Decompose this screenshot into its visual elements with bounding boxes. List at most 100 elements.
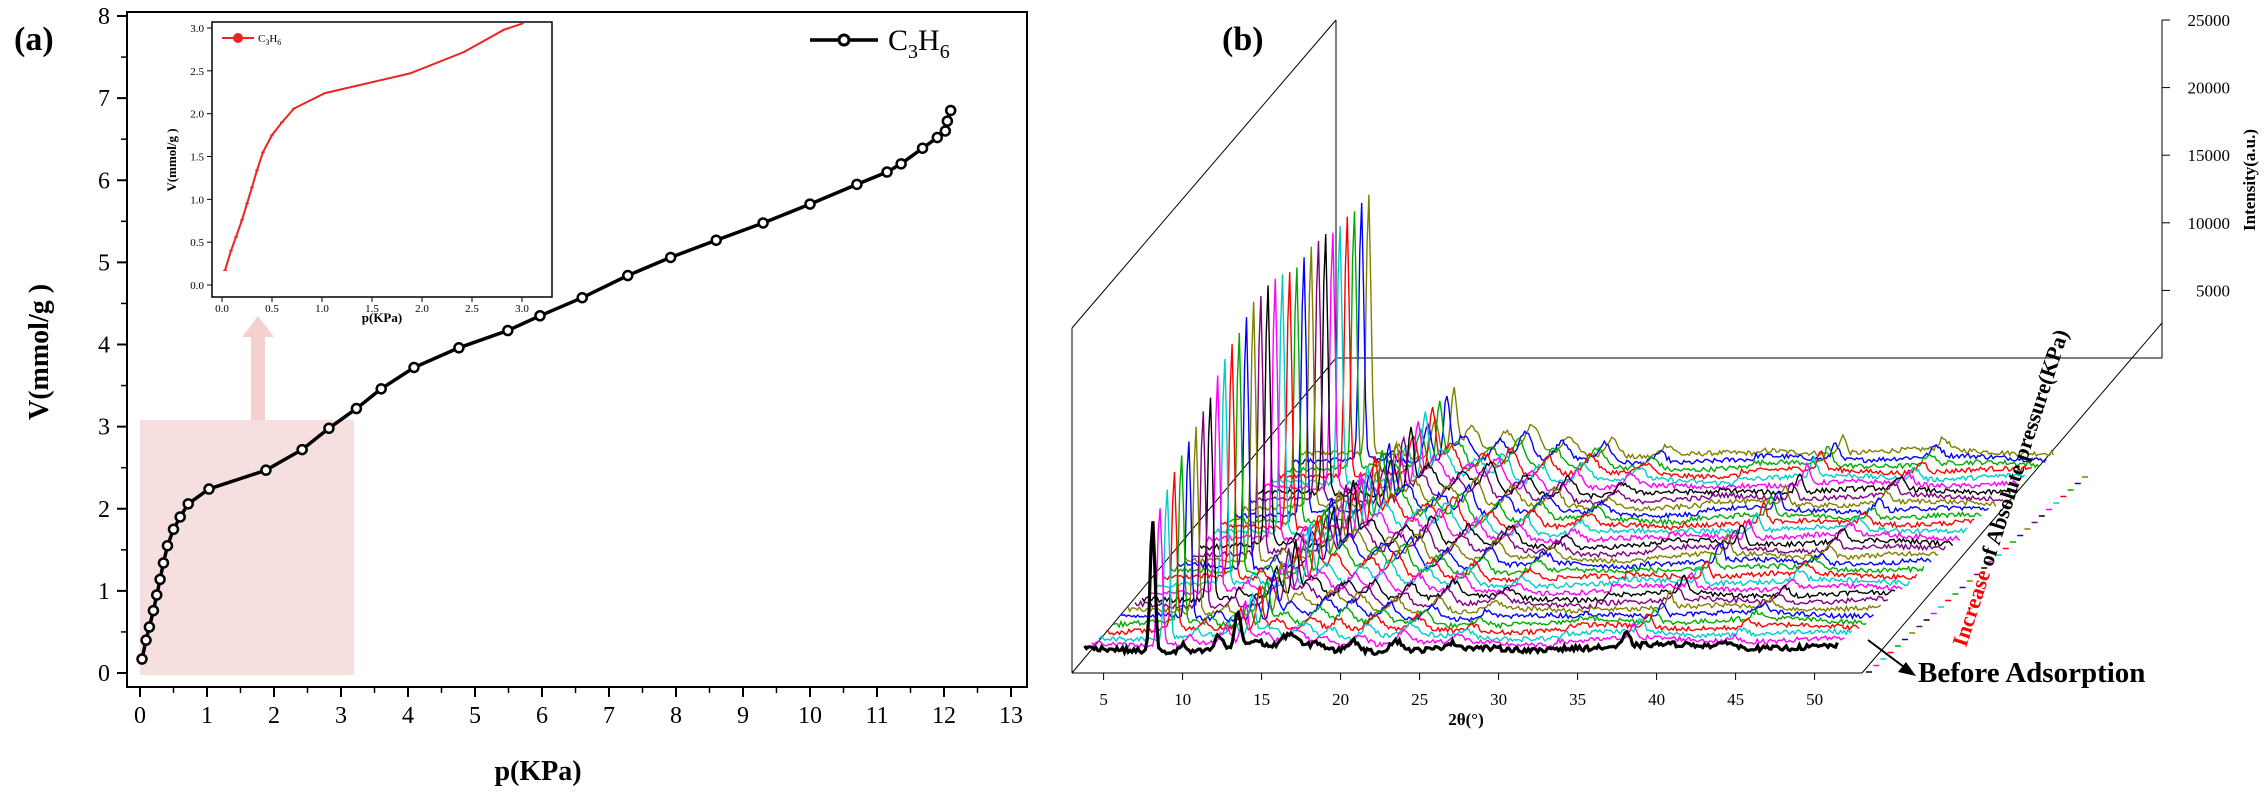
main-data-point <box>851 178 863 191</box>
two-theta-tick-label: 15 <box>1253 690 1270 709</box>
intensity-tick-label: 15000 <box>2188 146 2231 165</box>
intensity-axis-label: Intensity(a.u.) <box>2240 129 2259 231</box>
inset-y-ticks: 0.0 0.5 1.0 1.5 2.0 2.5 3.0 <box>190 23 212 292</box>
main-x-tick-label: 3 <box>335 703 347 729</box>
main-data-point <box>147 604 160 617</box>
main-legend-label: C3H6 <box>888 24 950 63</box>
xrd-trace <box>1271 226 2026 487</box>
xrd-trace <box>1120 441 1874 623</box>
main-y-tick-label: 3 <box>98 415 110 441</box>
main-x-tick-label: 10 <box>798 703 822 729</box>
main-data-point <box>157 557 170 569</box>
main-x-tick-label: 2 <box>268 703 280 729</box>
main-data-point <box>408 361 420 374</box>
main-data-point <box>350 402 363 415</box>
main-data-point <box>941 115 954 127</box>
main-x-tick-label: 7 <box>603 703 615 729</box>
depth-axis-ticks <box>1866 476 2088 673</box>
xrd-traces <box>1083 194 2055 657</box>
main-x-ticks: 0 1 2 3 4 5 6 7 8 9 10 11 12 13 <box>134 687 1023 729</box>
inset-series-points <box>223 23 524 271</box>
xrd-trace <box>1192 296 1947 559</box>
main-data-point <box>375 383 387 395</box>
inset-plot-frame <box>211 21 553 298</box>
inset-y-axis-label: V(mmol/g ) <box>164 128 179 191</box>
inset-x-tick-label: 2.0 <box>415 303 429 315</box>
main-plot-frame <box>126 11 1028 688</box>
main-x-tick-label: 1 <box>201 703 213 729</box>
main-data-point <box>260 464 272 476</box>
two-theta-tick-label: 50 <box>1806 690 1823 709</box>
main-data-point <box>154 573 166 586</box>
main-x-axis-label: p(KPa) <box>494 756 581 787</box>
xrd-trace <box>1134 411 1889 610</box>
main-y-tick-label: 8 <box>98 4 110 30</box>
depth-axis-label-rest: of Absolute pressure(KPa) <box>1971 326 2073 574</box>
annotation-arrow-head <box>1898 662 1916 676</box>
main-y-tick-label: 0 <box>98 661 110 687</box>
two-theta-tick-label: 40 <box>1648 690 1665 709</box>
main-data-point <box>136 653 148 665</box>
main-legend: C3H6 <box>810 24 950 63</box>
depth-axis-label: Increase of Absolute pressure(KPa) <box>1947 326 2073 649</box>
main-data-point <box>453 342 465 354</box>
main-x-tick-label: 8 <box>670 703 682 729</box>
xrd-trace <box>1148 375 1903 597</box>
inset-plot: 0.0 0.5 1.0 1.5 2.0 2.5 3.0 0.0 0.5 1.0 1.5 2.0 2.5… <box>164 21 553 325</box>
inset-x-tick-label: 0.5 <box>265 303 279 315</box>
intensity-tick-label: 10000 <box>2188 214 2231 233</box>
two-theta-tick-label: 35 <box>1569 690 1586 709</box>
inset-x-tick-label: 1.0 <box>315 303 329 315</box>
main-y-tick-label: 5 <box>98 250 110 276</box>
inset-y-tick-label: 1.0 <box>190 194 204 206</box>
main-series-points <box>136 104 957 665</box>
zoom-region-highlight <box>140 420 354 675</box>
main-data-point <box>203 483 215 495</box>
main-data-point <box>757 217 769 229</box>
xrd-trace <box>1163 343 1918 584</box>
panel-b-label: (b) <box>1222 21 1264 58</box>
xrd-trace <box>1221 272 1975 533</box>
depth-axis-label-prefix: Increase <box>1947 566 1995 649</box>
main-data-point <box>916 142 929 154</box>
inset-y-tick-label: 2.0 <box>190 109 204 121</box>
main-data-point <box>182 498 194 510</box>
main-data-point <box>931 131 944 144</box>
main-data-point <box>939 125 952 137</box>
annotation-label: Before Adsorption <box>1918 657 2145 689</box>
main-x-tick-label: 5 <box>469 703 481 729</box>
main-x-tick-label: 12 <box>932 703 956 729</box>
xrd-trace <box>1177 317 1932 571</box>
xrd-trace <box>1141 397 1896 604</box>
panel-b: (b) 5000 10000 15000 20000 25000 Intensity(a… <box>1071 11 2259 729</box>
annotation-arrow-line <box>1867 639 1909 671</box>
main-data-point <box>576 291 588 304</box>
main-data-point <box>296 443 308 456</box>
xrd-trace <box>1292 202 2047 467</box>
intensity-tick-label: 20000 <box>2188 79 2231 98</box>
xrd-trace <box>1098 489 1853 643</box>
two-theta-tick-label: 5 <box>1099 690 1108 709</box>
xrd-trace <box>1113 455 1867 630</box>
main-y-tick-label: 1 <box>98 579 110 605</box>
intensity-tick-label: 5000 <box>2196 281 2230 300</box>
inset-x-tick-label: 1.5 <box>365 303 379 315</box>
xrd-trace <box>1228 267 1982 526</box>
main-data-point <box>534 310 546 322</box>
xrd-trace <box>1156 358 1911 590</box>
inset-y-tick-label: 1.5 <box>190 152 204 164</box>
two-theta-tick-label: 45 <box>1727 690 1744 709</box>
panel-a-label: (a) <box>14 21 54 58</box>
xrd-trace <box>1105 471 1860 637</box>
two-theta-axis-label: 2θ(°) <box>1448 710 1484 729</box>
main-data-point <box>151 589 163 601</box>
inset-x-tick-label: 2.5 <box>465 303 479 315</box>
main-y-ticks: 0 1 2 3 4 5 6 7 8 <box>98 4 127 687</box>
two-theta-tick-label: 25 <box>1411 690 1428 709</box>
main-data-point <box>710 234 722 246</box>
inset-legend: C3H6 <box>222 33 281 47</box>
main-x-tick-label: 6 <box>536 703 548 729</box>
main-x-tick-label: 4 <box>402 703 414 729</box>
two-theta-tick-label: 30 <box>1490 690 1507 709</box>
